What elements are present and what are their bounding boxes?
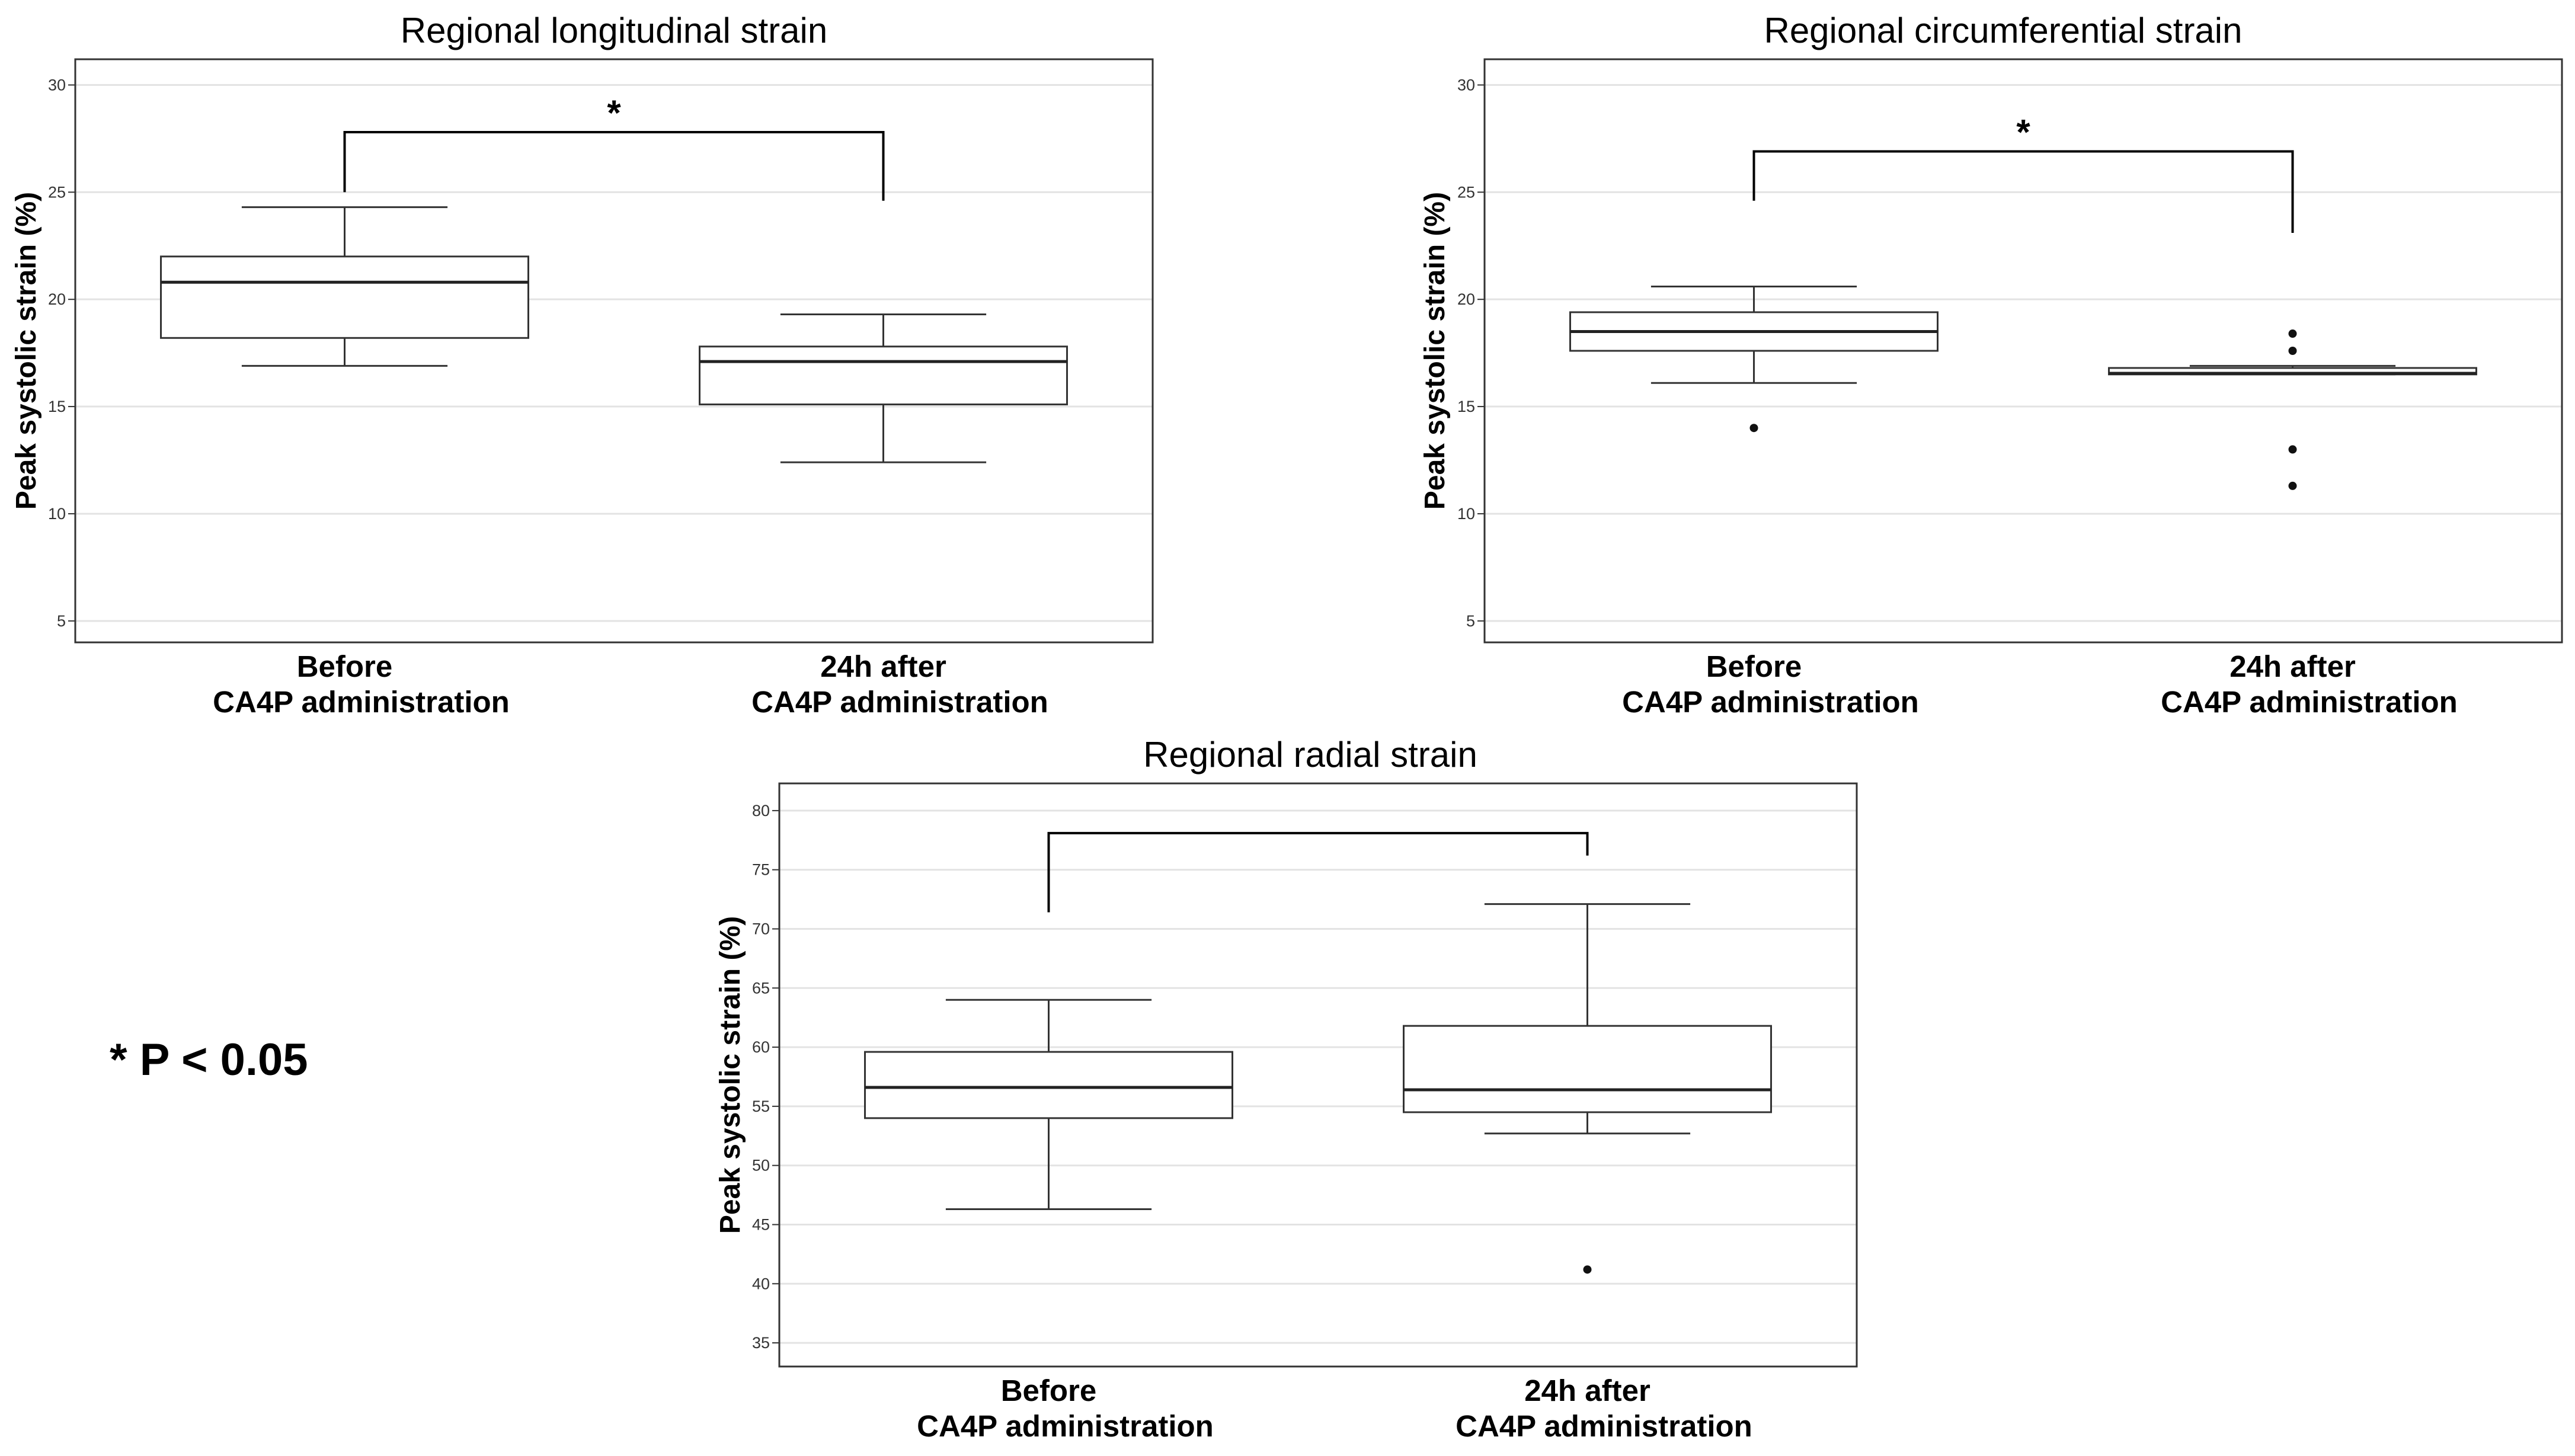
x-category-line: 24h after (1524, 1374, 1650, 1407)
significance-bracket (1047, 831, 1589, 913)
significance-footnote: * P < 0.05 (110, 1035, 308, 1085)
x-category-line: Before (1706, 649, 1802, 683)
significance-bracket (343, 131, 885, 201)
y-tick-label: 40 (752, 1275, 770, 1292)
y-tick-label: 30 (1457, 76, 1475, 94)
y-tick-label: 45 (752, 1215, 770, 1233)
chart-circumferential: Regional circumferential strain 5 10 15 20 25… (1419, 11, 2563, 719)
box-1 (1569, 285, 1939, 433)
x-category-line: CA4P administration (2161, 685, 2458, 719)
outlier-point (1583, 1265, 1592, 1274)
box-2 (2108, 329, 2477, 490)
box-2 (1403, 903, 1772, 1274)
y-axis-label: Peak systolic strain (%) (1419, 192, 1451, 510)
box-1 (160, 206, 529, 367)
plot-panel (778, 782, 1858, 1368)
x-category-line: CA4P administration (751, 685, 1048, 719)
box-iqr (864, 1051, 1233, 1119)
y-tick-label: 15 (48, 398, 66, 415)
y-tick-label: 15 (1457, 398, 1475, 415)
x-category-label: 24h after CA4P administration (751, 649, 1048, 719)
y-tick-label: 65 (752, 979, 770, 997)
plot-panel (1483, 58, 2563, 644)
x-category-line: CA4P administration (1622, 685, 1919, 719)
x-category-line: Before (1001, 1374, 1097, 1407)
chart-title: Regional radial strain (1143, 735, 1477, 775)
y-tick-label: 30 (48, 76, 66, 94)
significance-bracket (1752, 150, 2294, 233)
y-tick-label: 10 (48, 505, 66, 523)
x-category-label: Before CA4P administration (917, 1374, 1214, 1443)
x-category-label: Before CA4P administration (1622, 649, 1919, 719)
y-tick-label: 60 (752, 1038, 770, 1056)
y-tick-label: 75 (752, 861, 770, 879)
y-tick-label: 5 (1466, 612, 1475, 630)
x-category-label: 24h after CA4P administration (1456, 1374, 1752, 1443)
chart-radial: Regional radial strain 35 40 45 50 55 60 65 70 75… (715, 735, 1858, 1443)
y-tick-label: 25 (1457, 183, 1475, 201)
outlier-point (2288, 329, 2297, 338)
outlier-point (2288, 445, 2297, 454)
x-category-line: CA4P administration (1456, 1409, 1752, 1443)
chart-title: Regional circumferential strain (1764, 11, 2242, 50)
x-category-label: 24h after CA4P administration (2161, 649, 2458, 719)
y-tick-label: 20 (1457, 290, 1475, 308)
x-category-line: Before (297, 649, 393, 683)
box-iqr (160, 255, 529, 339)
outlier-point (2288, 481, 2297, 490)
x-category-line: 24h after (2229, 649, 2356, 683)
box-iqr (699, 345, 1068, 405)
plot-panel (74, 58, 1154, 644)
outlier-point (1749, 424, 1758, 433)
box-iqr (1403, 1025, 1772, 1113)
y-tick-label: 55 (752, 1097, 770, 1115)
y-tick-label: 80 (752, 802, 770, 820)
significance-star: * (607, 93, 621, 133)
x-category-line: CA4P administration (213, 685, 510, 719)
y-axis-label: Peak systolic strain (%) (715, 916, 746, 1234)
x-category-label: Before CA4P administration (213, 649, 510, 719)
y-tick-label: 25 (48, 183, 66, 201)
significance-star: * (2016, 113, 2030, 152)
outlier-point (2288, 347, 2297, 355)
y-tick-label: 20 (48, 290, 66, 308)
box-1 (864, 999, 1233, 1211)
y-tick-label: 70 (752, 920, 770, 938)
chart-longitudinal: Regional longitudinal strain 5 10 15 20 25 30 P… (11, 11, 1154, 719)
y-tick-label: 10 (1457, 505, 1475, 523)
chart-title: Regional longitudinal strain (401, 11, 827, 50)
y-tick-label: 5 (57, 612, 66, 630)
x-category-line: CA4P administration (917, 1409, 1214, 1443)
y-axis-label: Peak systolic strain (%) (11, 192, 42, 510)
box-2 (699, 313, 1068, 463)
y-tick-label: 35 (752, 1334, 770, 1352)
x-category-line: 24h after (820, 649, 946, 683)
y-tick-label: 50 (752, 1157, 770, 1175)
